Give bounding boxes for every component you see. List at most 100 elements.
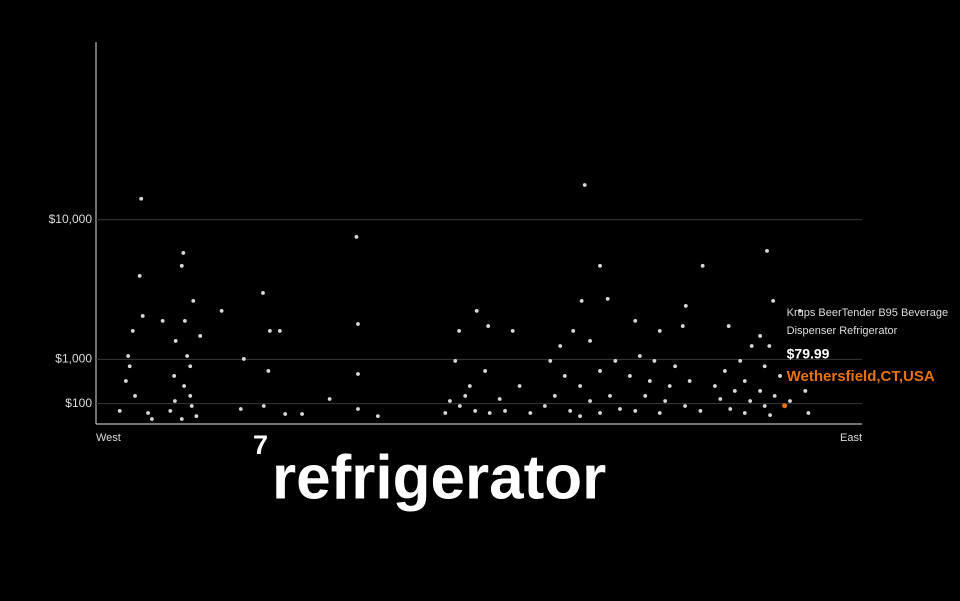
scatter-point: [762, 364, 767, 369]
scatter-point: [486, 324, 491, 328]
scatter-point: [582, 183, 587, 187]
scatter-point: [578, 414, 583, 418]
x-axis-right-label: East: [840, 432, 862, 444]
scatter-point: [742, 379, 747, 383]
scatter-point: [718, 397, 723, 401]
scatter-point: [728, 407, 733, 411]
scatter-point: [732, 389, 737, 393]
scatter-point: [722, 369, 727, 373]
scatter-point: [771, 298, 776, 303]
scatter-point: [241, 357, 246, 361]
scatter-point: [219, 309, 224, 313]
scatter-point: [588, 399, 592, 403]
scatter-point: [453, 359, 458, 363]
scatter-point: [457, 404, 462, 408]
scatter-point: [188, 393, 193, 398]
scatter-point: [150, 417, 154, 421]
scatter-point: [700, 263, 705, 268]
scatter-point: [748, 399, 753, 403]
scatter-point: [598, 411, 602, 415]
scatter-point: [542, 404, 547, 408]
scatter-point: [637, 354, 642, 358]
tooltip-location: Wethersfield,CT,USA: [787, 368, 935, 385]
scatter-point: [146, 411, 150, 415]
y-tick-label: $10,000: [49, 212, 93, 226]
scatter-point: [126, 354, 131, 358]
scatter-point: [568, 409, 573, 413]
scatter-point: [473, 409, 478, 413]
scatter-point: [803, 389, 808, 393]
scatter-point: [578, 384, 583, 388]
scatter-point: [179, 263, 184, 268]
scatter-point: [189, 404, 194, 408]
scatter-point: [172, 374, 177, 378]
scatter-point: [327, 397, 332, 401]
scatter-point: [182, 318, 187, 323]
scatter-point: [613, 359, 618, 363]
scatter-point: [117, 409, 122, 413]
scatter-point: [598, 369, 602, 373]
highlight-point: [782, 403, 788, 409]
scatter-point: [562, 374, 567, 378]
scatter-point: [160, 318, 165, 323]
scatter-point: [172, 399, 177, 403]
tooltip-product-name: Dispenser Refrigerator: [787, 325, 898, 337]
scatter-point: [657, 329, 662, 333]
scatter-point: [806, 411, 811, 415]
scatter-point: [713, 384, 717, 388]
scatter-point: [168, 409, 173, 413]
tooltip-price: $79.99: [787, 346, 830, 362]
scatter-point: [663, 399, 668, 403]
scatter-point: [552, 393, 557, 398]
scatter-point: [267, 329, 272, 333]
y-tick-label: $1,000: [55, 352, 92, 366]
scatter-point: [558, 344, 563, 348]
scatter-point: [467, 384, 472, 388]
scatter-point: [487, 411, 492, 415]
scatter-point: [354, 234, 359, 239]
scatter-point: [579, 298, 584, 303]
scatter-point: [510, 329, 515, 333]
scatter-point: [483, 369, 488, 373]
scatter-point: [266, 369, 271, 373]
scatter-point: [182, 384, 186, 388]
scatter-point: [194, 414, 199, 418]
scatter-point: [643, 393, 648, 398]
scatter-point: [667, 384, 672, 388]
search-term: refrigerator: [272, 443, 606, 512]
scatter-point: [173, 339, 178, 343]
scatter-point: [356, 372, 360, 376]
rank-number: 7: [253, 430, 268, 460]
scatter-point: [683, 404, 687, 408]
scatter-point: [778, 374, 782, 378]
scatter-point: [788, 399, 792, 403]
scatter-point: [283, 412, 288, 416]
scatter-point: [517, 384, 522, 388]
scatter-point: [261, 404, 266, 408]
scatter-point: [633, 318, 638, 323]
scatter-point: [356, 322, 360, 326]
tooltip-product-name: Krups BeerTender B95 Beverage: [787, 307, 948, 319]
scatter-point: [571, 329, 576, 333]
scatter-point: [130, 329, 135, 333]
scatter-point: [726, 324, 731, 328]
scatter-point: [277, 329, 282, 333]
scatter-point: [628, 374, 632, 378]
scatter-point: [598, 263, 602, 268]
scatter-point: [608, 393, 612, 398]
scatter-point: [140, 314, 145, 318]
scatter-point: [652, 359, 657, 363]
scatter-point: [443, 411, 448, 415]
scatter-point: [457, 329, 461, 333]
scatter-point: [767, 344, 772, 348]
scatter-point: [181, 251, 186, 255]
scatter-point: [762, 404, 767, 408]
scatter-point: [738, 359, 743, 363]
scatter-point: [798, 309, 802, 313]
scatter-point: [687, 379, 692, 383]
scatter-point: [447, 399, 452, 403]
scatter-point: [474, 309, 479, 313]
scatter-point: [765, 248, 769, 253]
